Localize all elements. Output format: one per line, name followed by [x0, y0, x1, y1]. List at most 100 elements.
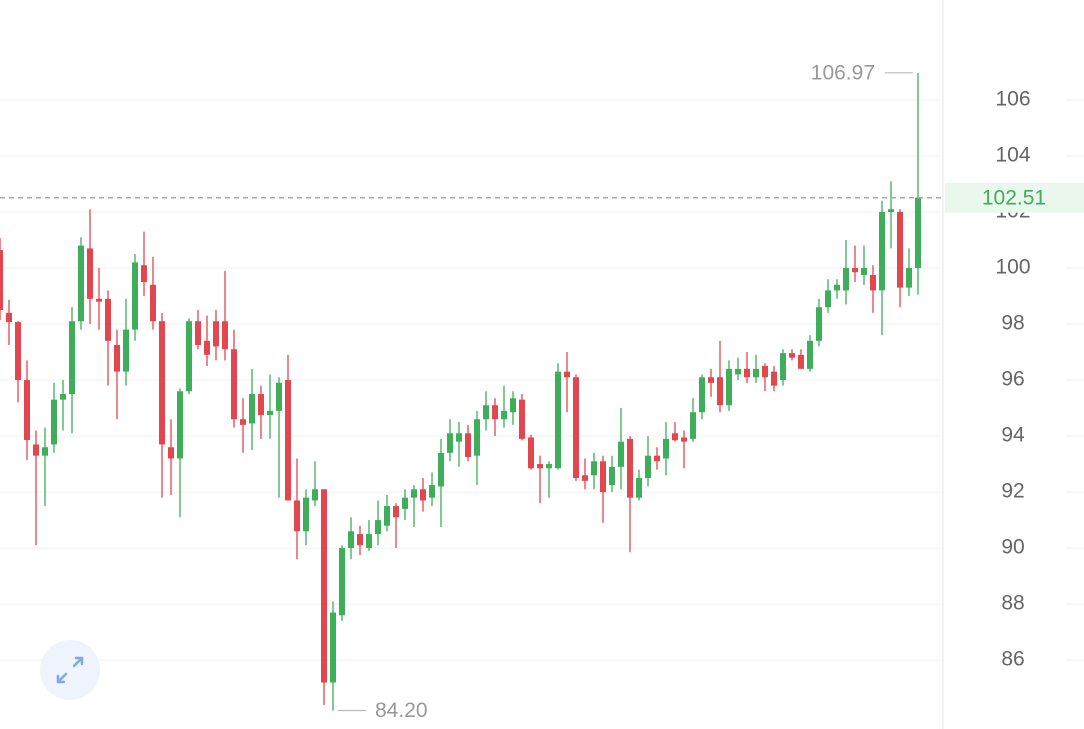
candle-body — [6, 312, 12, 323]
candle-body — [96, 298, 102, 302]
candle-body — [384, 506, 390, 526]
max-label: 106.97 — [811, 61, 875, 84]
candle-body — [51, 399, 57, 445]
y-tick-label: 94 — [1001, 424, 1025, 447]
candle-body — [222, 321, 228, 350]
expand-icon[interactable] — [56, 656, 84, 684]
candle-body — [105, 298, 111, 341]
y-tick-label: 96 — [1001, 368, 1024, 391]
candle-body — [834, 284, 840, 291]
candle-body — [447, 433, 453, 453]
candle-body — [780, 353, 786, 381]
candle-body — [348, 531, 354, 549]
candle-body — [474, 419, 480, 456]
candle-body — [645, 455, 651, 479]
candle-body — [240, 419, 246, 425]
y-tick-label: 98 — [1001, 312, 1024, 335]
candle-body — [609, 466, 615, 486]
last-price-label: 102.51 — [982, 186, 1046, 209]
candle-body — [411, 489, 417, 498]
candle-body — [861, 268, 867, 276]
candle-body — [357, 534, 363, 546]
expand-button-bg[interactable] — [40, 640, 100, 700]
candle-body — [582, 475, 588, 481]
candle-body — [123, 329, 129, 372]
candle-body — [897, 212, 903, 288]
candle-body — [249, 394, 255, 424]
candle-body — [807, 340, 813, 369]
candle-body — [816, 307, 822, 341]
candle-body — [168, 447, 174, 459]
last-price-box — [945, 182, 1084, 213]
candle-body — [708, 377, 714, 383]
candle-body — [519, 399, 525, 439]
candle-body — [294, 500, 300, 532]
candle-body — [735, 368, 741, 375]
candle-body — [321, 489, 327, 683]
candle-body — [213, 321, 219, 347]
candle-body — [420, 489, 426, 501]
candle-body — [456, 433, 462, 442]
y-tick-label: 100 — [995, 256, 1030, 279]
candle-body — [87, 248, 93, 299]
candle-body — [15, 322, 21, 381]
candle-body — [537, 464, 543, 469]
candle-body — [690, 412, 696, 439]
candle-body — [906, 268, 912, 288]
candle-body — [618, 441, 624, 467]
candle-body — [546, 464, 552, 469]
candle-body — [510, 398, 516, 413]
candle-body — [744, 368, 750, 378]
candle-body — [672, 433, 678, 441]
candle-body — [429, 485, 435, 498]
candle-body — [717, 377, 723, 406]
candle-body — [141, 265, 147, 283]
candle-body — [870, 275, 876, 291]
candle-body — [798, 354, 804, 369]
candle-body — [573, 377, 579, 479]
candle-body — [699, 377, 705, 413]
candle-body — [726, 368, 732, 406]
candle-body — [267, 410, 273, 416]
candle-body — [276, 382, 282, 411]
candle-body — [24, 380, 30, 440]
y-tick-label: 106 — [995, 88, 1030, 111]
candle-body — [186, 321, 192, 392]
candle-body — [393, 506, 399, 518]
candle-body — [915, 197, 921, 269]
candle-body — [825, 290, 831, 308]
candle-body — [60, 394, 66, 400]
candle-body — [177, 391, 183, 459]
candle-body — [852, 268, 858, 273]
candle-body — [132, 262, 138, 330]
candle-body — [591, 461, 597, 476]
expand-button[interactable] — [40, 640, 100, 700]
candle-body — [285, 380, 291, 501]
candle-body — [681, 437, 687, 442]
candle-body — [528, 437, 534, 469]
candle-body — [150, 284, 156, 322]
candle-body — [231, 349, 237, 420]
candle-body — [843, 268, 849, 291]
candle-body — [465, 433, 471, 458]
candle-body — [204, 340, 210, 355]
candle-body — [627, 438, 633, 498]
candle-body — [888, 209, 894, 213]
candle-body — [771, 371, 777, 386]
candle-body — [78, 245, 84, 322]
y-tick-label: 90 — [1001, 536, 1024, 559]
y-tick-label: 86 — [1001, 648, 1024, 671]
candle-body — [195, 321, 201, 346]
y-tick-label: 88 — [1001, 592, 1024, 615]
candle-body — [69, 321, 75, 395]
candle-body — [564, 371, 570, 378]
candle-body — [879, 212, 885, 291]
candle-body — [312, 489, 318, 501]
candle-body — [654, 455, 660, 462]
candle-body — [330, 612, 336, 683]
candle-body — [159, 321, 165, 445]
candle-body — [366, 534, 372, 549]
candle-body — [303, 497, 309, 532]
